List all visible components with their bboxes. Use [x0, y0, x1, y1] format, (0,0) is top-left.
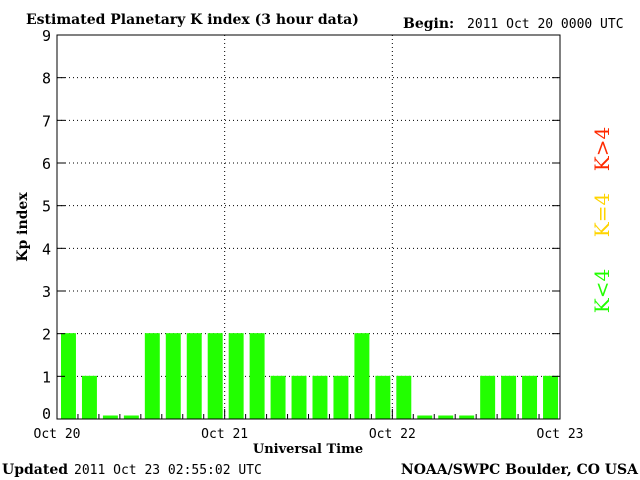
kp-bar	[375, 375, 391, 419]
x-tick-label: Oct 21	[201, 427, 248, 442]
y-tick-label: 0	[42, 405, 51, 423]
chart-title: Estimated Planetary K index (3 hour data…	[26, 12, 359, 28]
kp-bar	[312, 375, 328, 419]
kp-bar	[144, 333, 160, 419]
kp-bar	[228, 333, 244, 419]
legend-k-equal-4: K=4	[590, 193, 614, 237]
x-tick-label: Oct 20	[34, 427, 81, 442]
legend-k-less-4: K<4	[590, 269, 614, 313]
x-ticks: Oct 20 Oct 21 Oct 22 Oct 23	[34, 409, 584, 442]
kp-bar	[249, 333, 265, 419]
kp-bar	[291, 375, 307, 419]
kp-bar	[459, 415, 475, 419]
y-tick-label: 5	[42, 198, 51, 216]
bars	[61, 333, 558, 419]
kp-bar	[354, 333, 370, 419]
grid-lines	[57, 35, 560, 419]
kp-bar	[480, 375, 496, 419]
y-tick-label: 8	[42, 70, 51, 88]
y-tick-label: 3	[42, 283, 51, 301]
y-tick-label: 2	[42, 326, 51, 344]
kp-bar	[186, 333, 202, 419]
updated-value: 2011 Oct 23 02:55:02 UTC	[74, 463, 262, 478]
kp-bar	[543, 375, 558, 419]
kp-bar	[165, 333, 181, 419]
begin-label: Begin:	[403, 16, 454, 32]
source-credit: NOAA/SWPC Boulder, CO USA	[401, 462, 639, 478]
y-ticks: 0 1 2 3 4 5 6 7 8 9	[42, 27, 560, 423]
kp-bar	[522, 375, 538, 419]
y-tick-label: 1	[42, 368, 51, 386]
y-tick-label: 9	[42, 27, 51, 45]
y-axis-label: Kp index	[15, 192, 31, 262]
kp-bar	[207, 333, 223, 419]
legend-k-greater-4: K>4	[590, 127, 614, 171]
kp-bar	[270, 375, 286, 419]
kp-bar	[102, 415, 118, 419]
x-axis-label: Universal Time	[253, 442, 363, 457]
kp-bar	[396, 375, 412, 419]
kp-bar	[333, 375, 349, 419]
begin-value: 2011 Oct 20 0000 UTC	[467, 17, 624, 32]
y-tick-label: 7	[42, 112, 51, 130]
kp-bar	[438, 415, 454, 419]
x-tick-label: Oct 22	[369, 427, 416, 442]
x-tick-label: Oct 23	[537, 427, 584, 442]
kp-bar	[61, 333, 76, 419]
plot-frame	[56, 34, 561, 420]
kp-bar	[123, 415, 139, 419]
y-tick-label: 4	[42, 240, 51, 258]
kp-bar	[81, 375, 97, 419]
kp-bar	[501, 375, 517, 419]
updated-label: Updated	[2, 462, 68, 478]
y-tick-label: 6	[42, 155, 51, 173]
kp-bar	[417, 415, 433, 419]
